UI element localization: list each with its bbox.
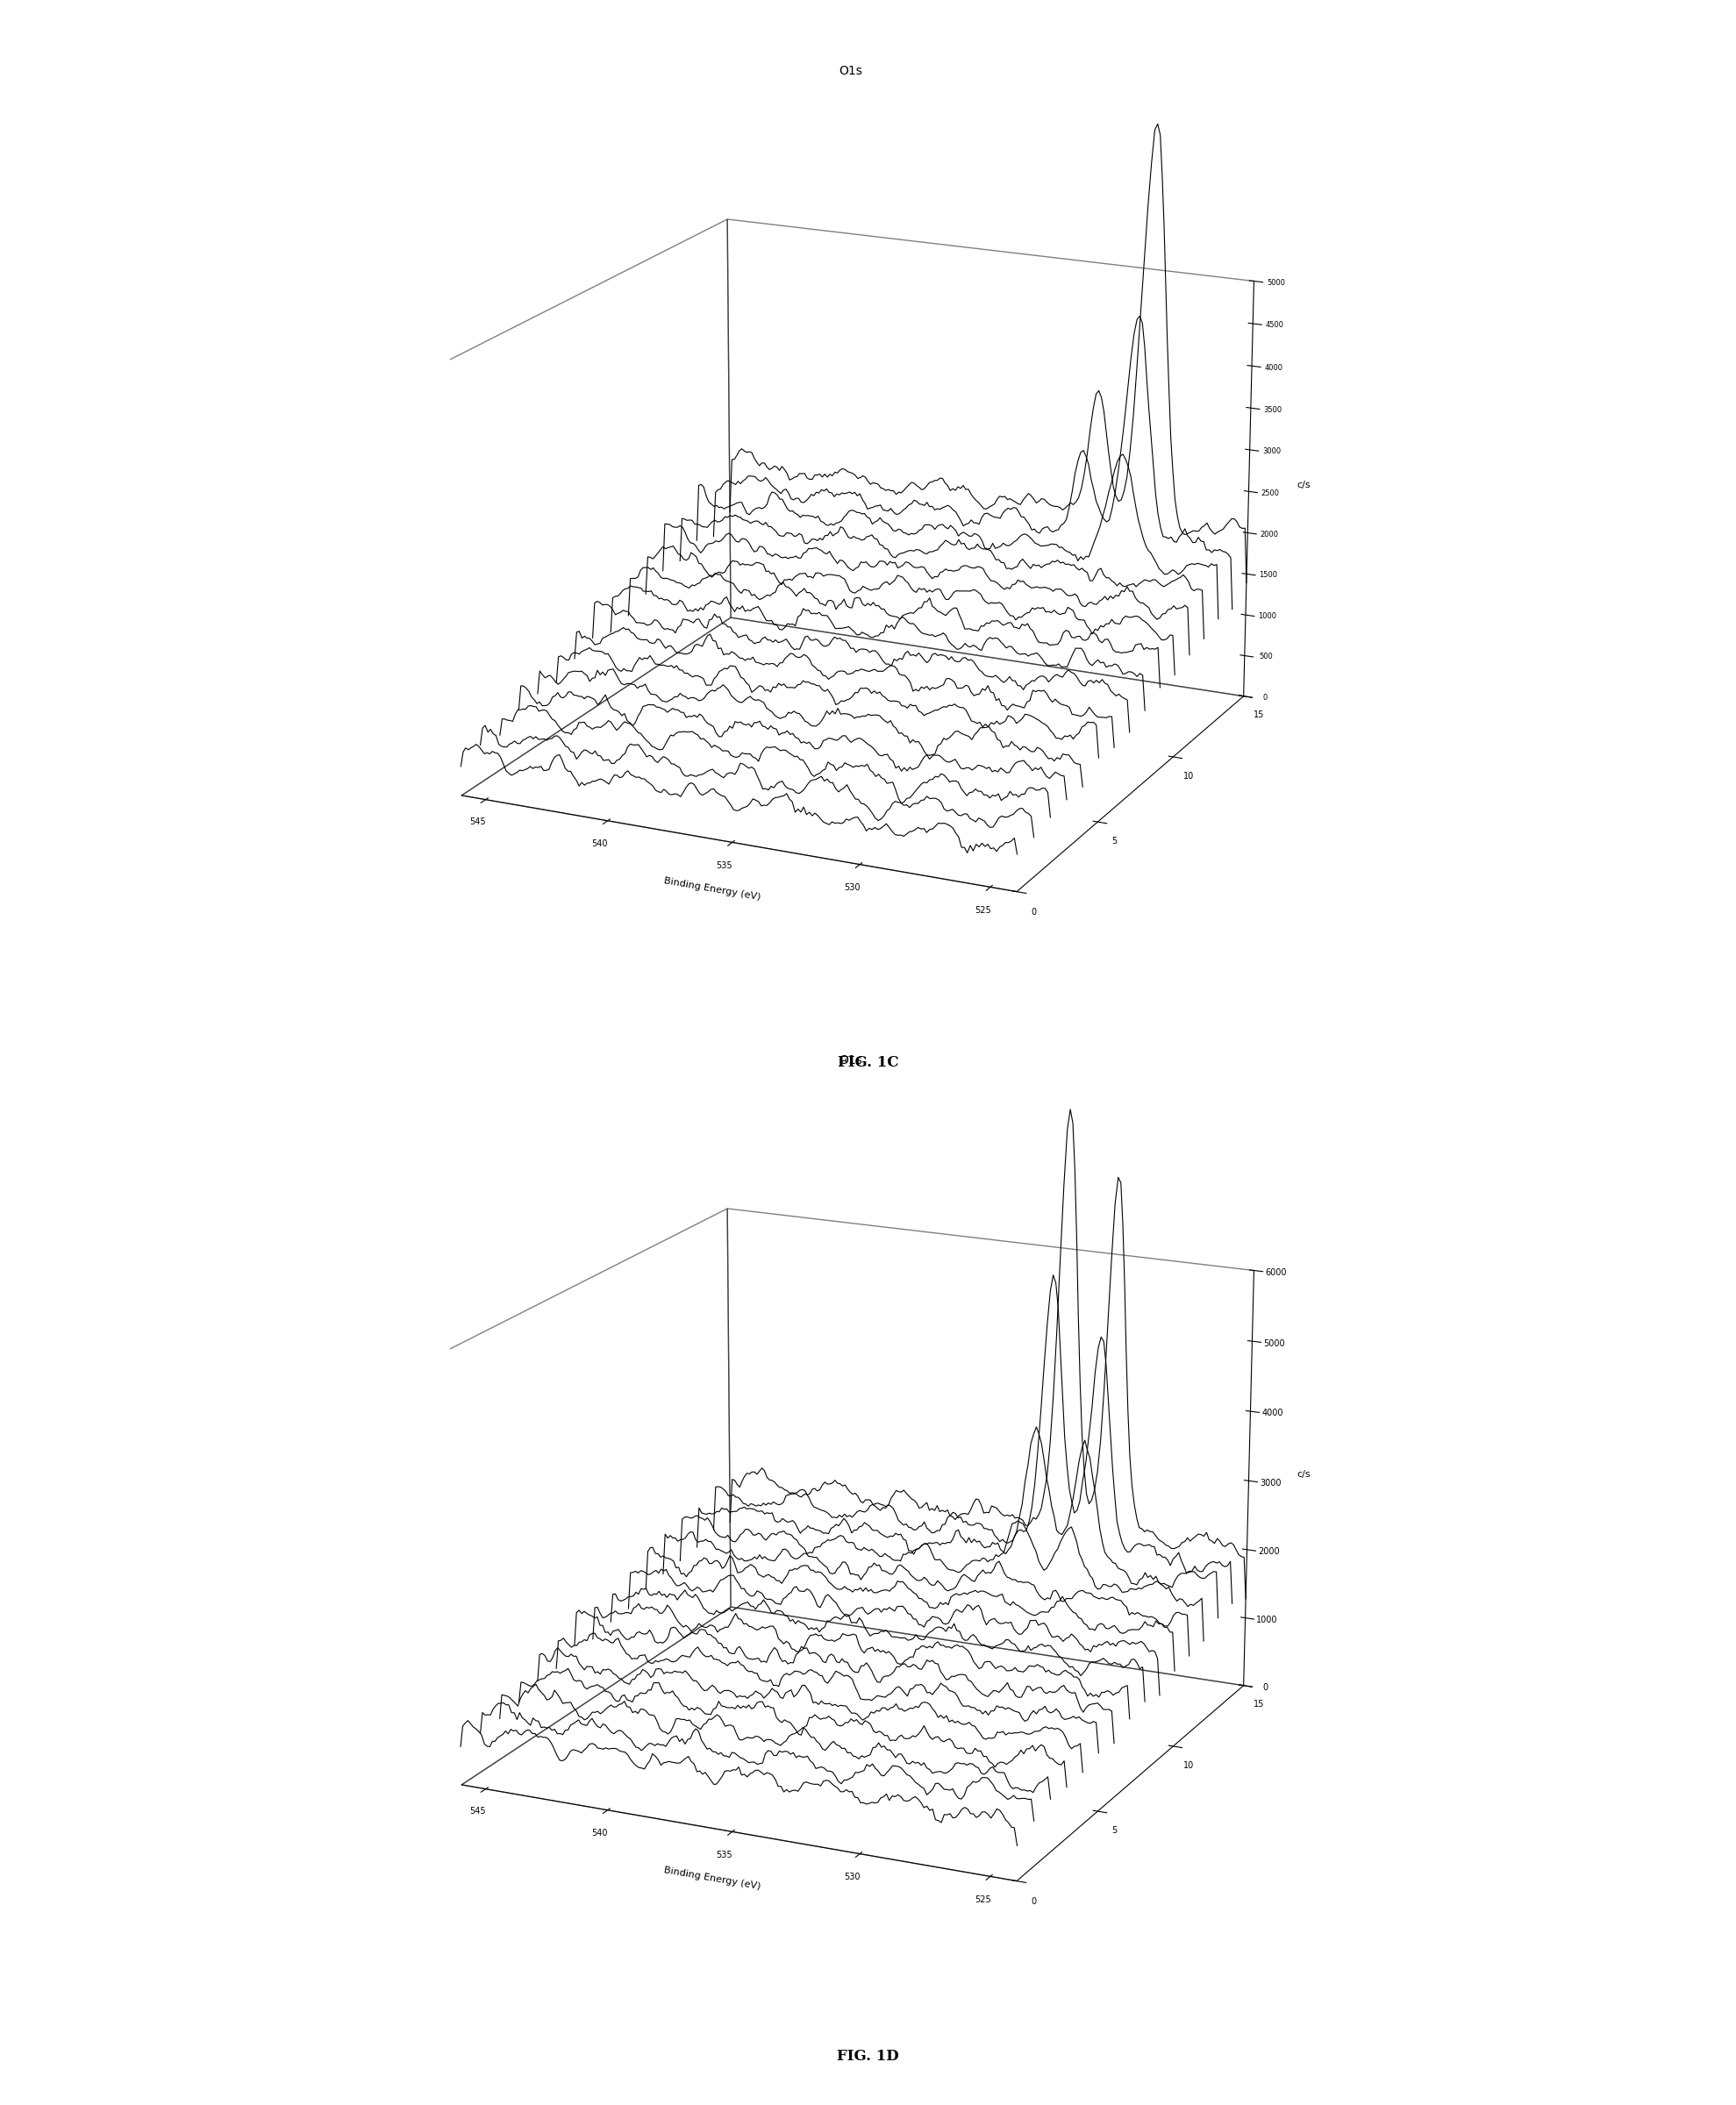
- Title: O1s: O1s: [838, 65, 863, 78]
- Text: FIG. 1C: FIG. 1C: [837, 1055, 899, 1071]
- Text: FIG. 1D: FIG. 1D: [837, 2048, 899, 2065]
- Title: O1s: O1s: [838, 1055, 863, 1067]
- X-axis label: Binding Energy (eV): Binding Energy (eV): [663, 876, 762, 903]
- X-axis label: Binding Energy (eV): Binding Energy (eV): [663, 1865, 762, 1892]
